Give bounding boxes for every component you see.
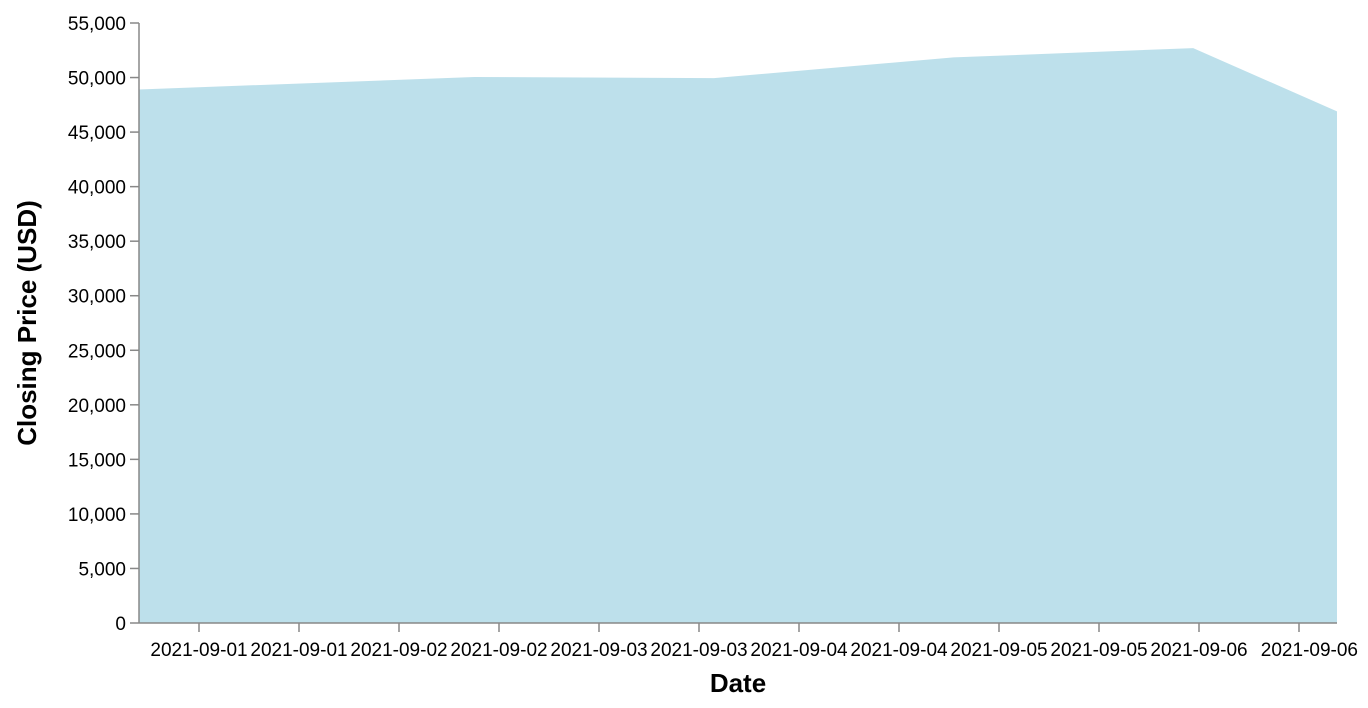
x-tick-label: 2021-09-05: [950, 640, 1047, 661]
plot-area: [139, 48, 1337, 624]
x-axis: 2021-09-01 2021-09-01 2021-09-02 2021-09-02…: [139, 622, 1358, 661]
x-tick-label: 2021-09-03: [550, 640, 647, 661]
y-tick-label: 0: [115, 614, 126, 635]
y-tick-label: 15,000: [68, 450, 126, 471]
x-tick-label: 2021-09-02: [450, 640, 547, 661]
y-tick-label: 35,000: [68, 232, 126, 253]
x-tick-label: 2021-09-06: [1261, 640, 1358, 661]
y-tick-label: 50,000: [68, 69, 126, 90]
x-tick-label: 2021-09-01: [250, 640, 347, 661]
area-series: [139, 48, 1337, 624]
y-tick-label: 25,000: [68, 341, 126, 362]
y-tick-label: 30,000: [68, 287, 126, 308]
x-tick-label: 2021-09-04: [750, 640, 848, 661]
x-tick-label: 2021-09-04: [850, 640, 948, 661]
y-tick-label: 40,000: [68, 178, 126, 199]
x-tick-label: 2021-09-05: [1050, 640, 1147, 661]
y-axis-title: Closing Price (USD): [12, 200, 42, 446]
x-tick-label: 2021-09-01: [150, 640, 247, 661]
x-tick-label: 2021-09-06: [1150, 640, 1247, 661]
y-tick-label: 20,000: [68, 396, 126, 417]
y-tick-label: 45,000: [68, 123, 126, 144]
y-tick-label: 5,000: [78, 559, 126, 580]
y-tick-label: 55,000: [68, 14, 126, 35]
x-axis-title: Date: [710, 668, 766, 698]
x-tick-label: 2021-09-03: [650, 640, 747, 661]
x-tick-label: 2021-09-02: [350, 640, 447, 661]
y-axis: 0 5,000 10,000 15,000 20,000 25,000 30,000 35,0…: [68, 14, 140, 635]
y-tick-label: 10,000: [68, 505, 126, 526]
